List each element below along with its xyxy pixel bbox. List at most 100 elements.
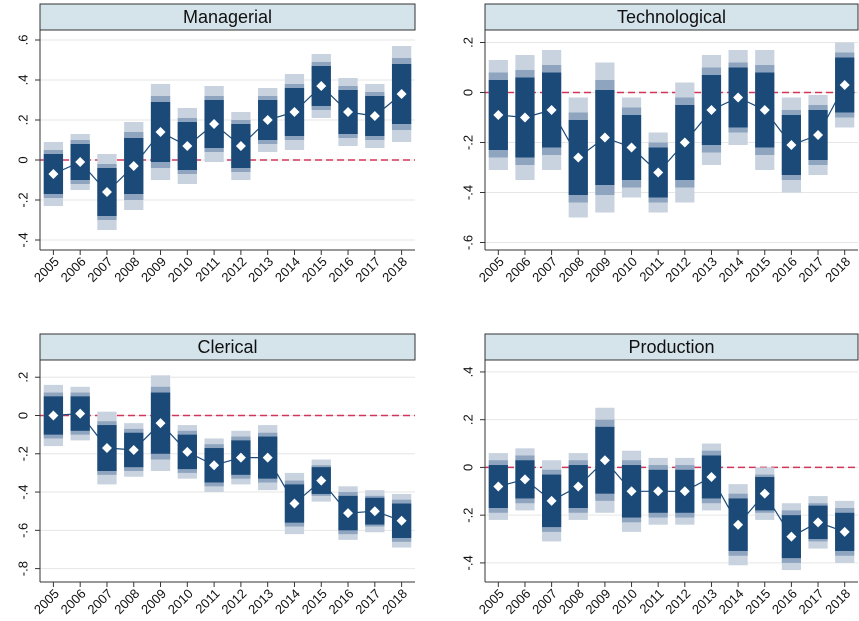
- x-tick-label: 2006: [502, 254, 533, 285]
- x-tick-label: 2008: [556, 254, 587, 285]
- x-tick-label: 2018: [822, 586, 853, 617]
- panel-title: Clerical: [197, 337, 257, 357]
- x-tick-label: 2012: [662, 586, 693, 617]
- point-estimate: [289, 498, 300, 509]
- x-tick-label: 2008: [111, 586, 142, 617]
- x-tick-label: 2015: [742, 254, 773, 285]
- point-estimate: [369, 506, 380, 517]
- x-tick-label: 2011: [636, 254, 666, 284]
- x-tick-label: 2010: [609, 586, 640, 617]
- y-tick-label: .4: [15, 75, 30, 86]
- point-estimate: [155, 127, 166, 137]
- x-tick-label: 2007: [529, 586, 560, 617]
- point-estimate: [235, 452, 246, 463]
- estimate-line: [498, 459, 845, 538]
- y-tick-label: 0: [15, 412, 30, 419]
- point-estimate: [599, 455, 610, 466]
- x-tick-label: 2013: [689, 254, 720, 285]
- point-estimate: [786, 140, 797, 150]
- point-estimate: [316, 81, 327, 91]
- x-tick-label: 2018: [379, 254, 410, 285]
- point-estimate: [182, 446, 193, 457]
- point-estimate: [235, 141, 246, 151]
- x-tick-label: 2006: [58, 586, 89, 617]
- x-tick-label: 2009: [138, 254, 169, 285]
- x-tick-label: 2016: [326, 254, 357, 285]
- point-estimate: [155, 418, 166, 429]
- point-estimate: [573, 152, 584, 163]
- x-tick-label: 2013: [245, 254, 276, 285]
- x-tick-label: 2013: [245, 586, 276, 617]
- x-tick-label: 2006: [502, 586, 533, 617]
- point-estimate: [396, 515, 407, 526]
- x-tick-label: 2007: [84, 254, 115, 285]
- y-tick-label: -.6: [460, 235, 475, 250]
- point-estimate: [369, 111, 380, 121]
- estimate-line: [498, 84, 846, 174]
- panel-title: Production: [628, 337, 714, 357]
- x-tick-label: 2009: [582, 586, 613, 617]
- y-tick-label: -.4: [15, 232, 30, 247]
- x-tick-label: 2005: [476, 586, 507, 617]
- x-tick-label: 2013: [689, 586, 720, 617]
- point-estimate: [733, 519, 744, 530]
- panel-title-box: [39, 333, 416, 361]
- x-tick-label: 2014: [272, 254, 303, 285]
- x-tick-label: 2012: [662, 254, 693, 285]
- x-tick-label: 2016: [769, 254, 800, 285]
- y-tick-label: .2: [460, 414, 475, 425]
- point-estimate: [128, 444, 139, 455]
- point-estimate: [343, 508, 354, 519]
- y-tick-label: -.2: [460, 508, 475, 523]
- x-tick-label: 2009: [582, 254, 613, 285]
- point-estimate: [182, 141, 193, 151]
- point-estimate: [48, 410, 59, 421]
- x-tick-label: 2015: [299, 254, 330, 285]
- point-estimate: [786, 531, 797, 542]
- point-estimate: [839, 526, 850, 537]
- point-estimate: [493, 481, 504, 492]
- x-tick-label: 2009: [138, 586, 169, 617]
- x-tick-label: 2011: [636, 586, 666, 616]
- y-tick-label: .4: [460, 367, 475, 378]
- y-tick-label: -.2: [15, 192, 30, 207]
- x-tick-label: 2016: [326, 586, 357, 617]
- x-tick-label: 2017: [796, 254, 827, 285]
- point-estimate: [813, 130, 824, 140]
- x-tick-label: 2015: [299, 586, 330, 617]
- x-tick-label: 2012: [218, 254, 249, 285]
- y-tick-label: .2: [460, 37, 475, 48]
- point-estimate: [706, 105, 717, 115]
- y-tick-label: 0: [460, 464, 475, 471]
- point-estimate: [101, 443, 112, 454]
- point-estimate: [706, 471, 717, 482]
- point-estimate: [653, 486, 664, 497]
- x-tick-label: 2014: [716, 586, 747, 617]
- point-estimate: [209, 119, 220, 129]
- x-tick-label: 2010: [165, 586, 196, 617]
- point-estimate: [626, 486, 637, 497]
- x-tick-label: 2017: [796, 586, 827, 617]
- y-tick-label: .2: [15, 372, 30, 383]
- x-tick-label: 2005: [31, 254, 62, 285]
- y-tick-label: .6: [15, 35, 30, 46]
- point-estimate: [546, 495, 557, 506]
- x-tick-label: 2014: [716, 254, 747, 285]
- y-tick-label: -.2: [15, 446, 30, 461]
- y-tick-label: -.4: [460, 185, 475, 200]
- x-tick-label: 2008: [111, 254, 142, 285]
- estimate-line: [53, 85, 402, 193]
- x-tick-label: 2018: [822, 254, 853, 285]
- panel-title: Managerial: [183, 7, 272, 27]
- y-tick-label: 0: [460, 89, 475, 96]
- x-tick-label: 2010: [609, 254, 640, 285]
- point-estimate: [626, 142, 637, 153]
- point-estimate: [48, 169, 59, 179]
- x-tick-label: 2011: [192, 586, 222, 616]
- point-estimate: [679, 486, 690, 497]
- x-tick-label: 2007: [84, 586, 115, 617]
- point-estimate: [519, 474, 530, 485]
- x-tick-label: 2018: [379, 586, 410, 617]
- point-estimate: [839, 80, 850, 90]
